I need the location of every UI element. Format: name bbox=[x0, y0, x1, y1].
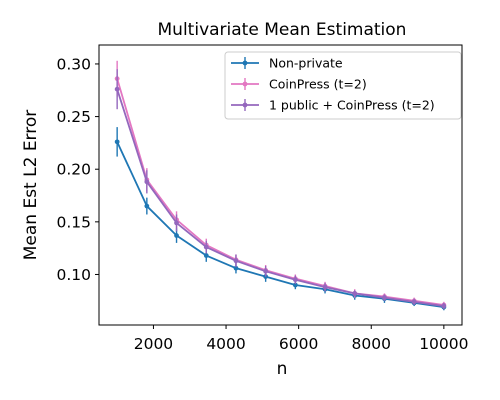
legend-swatch-marker bbox=[242, 102, 248, 108]
x-tick-label: 8000 bbox=[352, 335, 391, 353]
x-tick-label: 6000 bbox=[279, 335, 318, 353]
data-point bbox=[114, 139, 120, 145]
plot-frame bbox=[98, 44, 463, 326]
legend-label: Non-private bbox=[269, 56, 343, 71]
data-point bbox=[322, 284, 328, 290]
series-line bbox=[116, 88, 444, 307]
chart-title: Multivariate Mean Estimation bbox=[158, 20, 407, 40]
data-point bbox=[263, 268, 269, 274]
legend-swatch-marker bbox=[242, 60, 248, 66]
data-point bbox=[144, 203, 150, 209]
data-point bbox=[292, 282, 298, 288]
legend-label: CoinPress (t=2) bbox=[269, 77, 367, 92]
data-point bbox=[382, 295, 387, 301]
y-tick-label: 0.20 bbox=[56, 161, 91, 179]
data-point bbox=[233, 258, 239, 264]
plot-area bbox=[114, 60, 447, 311]
data-point bbox=[174, 233, 179, 238]
x-axis-label: n bbox=[277, 359, 288, 379]
y-tick-label: 0.30 bbox=[56, 55, 91, 73]
data-point bbox=[411, 299, 417, 305]
data-point bbox=[233, 265, 239, 271]
x-tick-label: 4000 bbox=[206, 335, 245, 353]
legend-item: 1 public + CoinPress (t=2) bbox=[231, 98, 435, 113]
y-axis: 0.10 0.15 0.20 0.25 0.30 bbox=[56, 55, 99, 284]
y-axis-label: Mean Est L2 Error bbox=[21, 110, 41, 261]
data-point bbox=[203, 244, 209, 250]
legend: Non-private CoinPress (t=2) 1 public + Coi… bbox=[224, 51, 462, 120]
legend-item: CoinPress (t=2) bbox=[231, 77, 367, 92]
x-tick-label: 2000 bbox=[134, 335, 173, 353]
data-point bbox=[352, 291, 358, 296]
data-point bbox=[144, 179, 150, 185]
y-tick-label: 0.25 bbox=[56, 108, 91, 126]
y-tick-label: 0.10 bbox=[56, 266, 91, 284]
series-line bbox=[116, 78, 444, 306]
series-line bbox=[116, 141, 444, 309]
legend-item: Non-private bbox=[231, 56, 343, 71]
data-point bbox=[203, 253, 209, 258]
data-point bbox=[292, 277, 298, 283]
data-point bbox=[441, 303, 447, 309]
series-0 bbox=[114, 127, 447, 311]
series-2 bbox=[114, 69, 447, 310]
legend-swatch-marker bbox=[242, 81, 248, 87]
y-tick-label: 0.15 bbox=[56, 213, 91, 231]
data-point bbox=[174, 220, 179, 226]
x-axis: 2000 4000 6000 8000 10000 bbox=[134, 325, 469, 353]
data-point bbox=[114, 86, 120, 92]
x-tick-label: 10000 bbox=[419, 335, 468, 353]
legend-box bbox=[224, 51, 462, 120]
legend-label: 1 public + CoinPress (t=2) bbox=[269, 98, 435, 113]
